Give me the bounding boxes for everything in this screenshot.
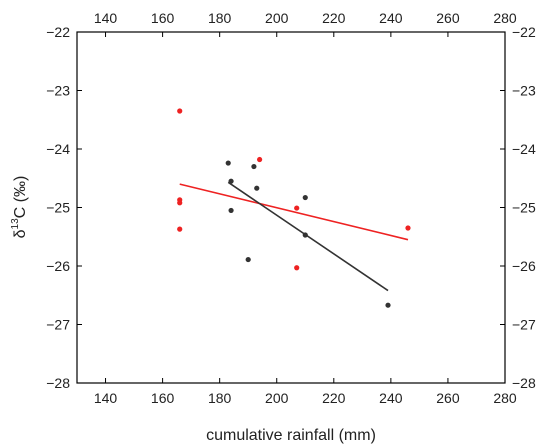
y-axis-title-post: C (‰) — [12, 176, 29, 219]
y-axis-title-pre: δ — [12, 229, 29, 238]
x-tick-label-bottom: 280 — [493, 390, 517, 406]
y-tick-label-right: −26 — [512, 258, 536, 274]
y-tick-label-left: −22 — [46, 24, 70, 40]
x-tick-label-bottom: 260 — [436, 390, 460, 406]
y-axis-title: δ13C (‰) — [10, 176, 29, 239]
data-points — [177, 108, 411, 308]
data-point-series-1 — [177, 108, 183, 114]
data-point-series-2 — [225, 160, 231, 166]
y-tick-label-left: −26 — [46, 258, 70, 274]
x-tick-label-bottom: 240 — [379, 390, 403, 406]
x-tick-label-bottom: 220 — [322, 390, 346, 406]
plot-frame — [76, 31, 506, 384]
data-point-series-1 — [294, 205, 300, 211]
x-tick-label-top: 220 — [322, 10, 346, 26]
data-point-series-2 — [251, 163, 257, 170]
x-tick-label-top: 180 — [208, 10, 232, 26]
data-point-series-2 — [254, 185, 260, 191]
data-point-series-1 — [257, 156, 263, 163]
data-point-series-1 — [177, 226, 183, 232]
y-tick-label-left: −27 — [46, 317, 70, 333]
y-tick-label-right: −28 — [512, 375, 536, 391]
y-tick-label-right: −24 — [512, 141, 536, 157]
y-tick-label-left: −24 — [46, 141, 70, 157]
data-point-series-2 — [228, 207, 234, 214]
data-point-series-2 — [385, 302, 391, 308]
x-tick-label-top: 140 — [94, 10, 118, 26]
data-point-series-1 — [294, 265, 300, 271]
y-tick-label-left: −25 — [46, 200, 70, 216]
y-tick-label-right: −25 — [512, 200, 536, 216]
y-tick-label-right: −22 — [512, 24, 536, 40]
trend-lines — [179, 181, 409, 292]
x-axis-title: cumulative rainfall (mm) — [206, 427, 376, 444]
x-tick-label-bottom: 200 — [265, 390, 289, 406]
data-point-series-2 — [302, 194, 308, 201]
data-point-series-2 — [302, 232, 308, 238]
y-tick-label-right: −23 — [512, 83, 536, 99]
x-tick-label-top: 260 — [436, 10, 460, 26]
x-tick-label-top: 240 — [379, 10, 403, 26]
y-axis-title-sup: 13 — [10, 218, 21, 230]
data-point-series-1 — [405, 225, 411, 231]
y-tick-label-left: −23 — [46, 83, 70, 99]
axis-ticks: 140 140 160 160 180 180 200 200 220 220 240 240 260 2… — [46, 10, 536, 406]
x-tick-label-top: 280 — [493, 10, 517, 26]
y-tick-label-right: −27 — [512, 317, 536, 333]
x-tick-label-bottom: 140 — [94, 390, 118, 406]
x-tick-label-bottom: 180 — [208, 390, 232, 406]
data-point-series-2 — [228, 178, 234, 184]
x-tick-label-top: 200 — [265, 10, 289, 26]
data-point-series-1 — [177, 200, 183, 206]
data-point-series-2 — [245, 256, 251, 263]
x-tick-label-top: 160 — [151, 10, 175, 26]
trend-line-series-1 — [179, 183, 409, 241]
x-tick-label-bottom: 160 — [151, 390, 175, 406]
y-tick-label-left: −28 — [46, 375, 70, 391]
trend-line-series-2 — [227, 181, 389, 292]
